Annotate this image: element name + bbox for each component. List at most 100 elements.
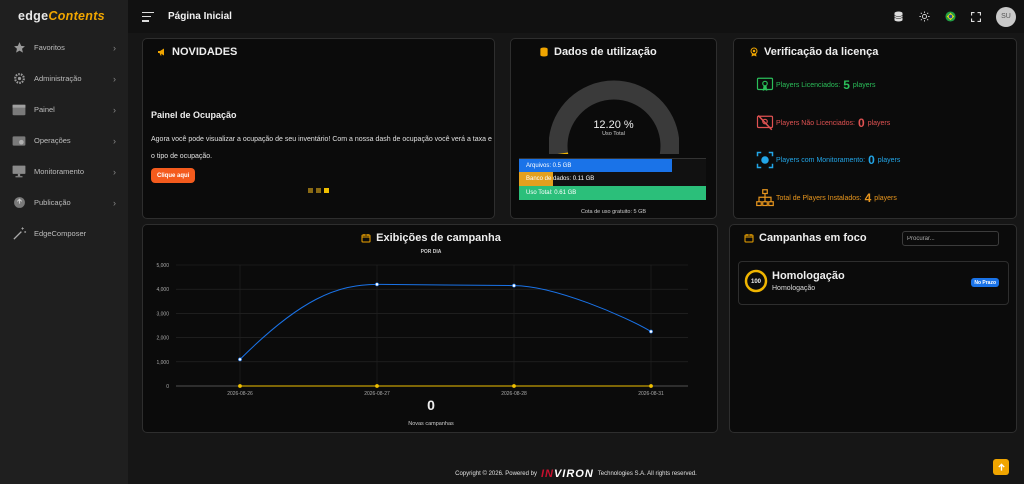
usage-bar-fill [519, 186, 706, 200]
database-icon [540, 47, 548, 57]
network-sitemap-icon [756, 189, 774, 207]
novidades-text: Agora você pode visualizar a ocupação de… [151, 136, 492, 160]
chart-subtitle: POR DIA [420, 249, 442, 255]
hamburger-menu-icon[interactable] [142, 11, 154, 22]
inviron-logo: INVIRON [541, 468, 594, 480]
calendar-icon [361, 234, 371, 243]
sidebar-item-label: Publicação [34, 198, 71, 207]
exhibitions-title-text: Exibições de campanha [376, 232, 501, 244]
magic-wand-icon [11, 227, 27, 241]
data-point[interactable] [238, 357, 242, 362]
focus-title-text: Campanhas em foco [759, 232, 867, 244]
data-point[interactable] [238, 384, 242, 388]
chevron-right-icon: › [113, 104, 116, 115]
license-row-unit: players [877, 156, 901, 164]
novidades-card: NOVIDADES Painel de Ocupação Agora você … [142, 38, 495, 219]
new-campaigns-count: 0 [427, 397, 435, 413]
app-logo[interactable]: edge Contents [0, 0, 128, 32]
y-tick-label: 0 [166, 384, 169, 390]
brazil-flag-icon[interactable] [944, 11, 956, 23]
certificate-icon [750, 47, 758, 57]
license-row-count: 0 [858, 116, 865, 130]
carousel-dot[interactable] [324, 188, 329, 193]
sidebar-item-label: EdgeComposer [34, 229, 87, 238]
y-tick-label: 2,000 [156, 336, 169, 342]
fullscreen-icon[interactable] [970, 11, 982, 23]
license-row-unit: players [874, 194, 897, 202]
campaign-exhibitions-card: Exibições de campanha POR DIA 0 1,000 2,00… [142, 224, 718, 433]
sidebar-item-edgecomposer[interactable]: EdgeComposer [0, 218, 128, 249]
novidades-title: NOVIDADES [157, 46, 237, 58]
sidebar-item-favoritos[interactable]: Favoritos › [0, 32, 128, 63]
monitor-icon [11, 165, 27, 179]
usage-quota: Cota de uso gratuito: 5 GB [580, 209, 647, 215]
inviron-logo-part-a: IN [540, 468, 554, 480]
carousel-dot[interactable] [308, 188, 313, 193]
sidebar-item-administracao[interactable]: Administração › [0, 63, 128, 94]
sidebar-item-publicacao[interactable]: Publicação › [0, 187, 128, 218]
license-row-count: 4 [864, 191, 872, 205]
license-title: Verificação da licença [749, 46, 878, 58]
data-point[interactable] [649, 384, 653, 388]
license-row-monitoring[interactable]: Players com Monitoramento: 0 players [756, 151, 900, 169]
user-avatar[interactable]: SU [996, 6, 1016, 27]
usage-bar-fill [519, 172, 553, 186]
sidebar: edge Contents Favoritos › Administração ›… [0, 0, 128, 484]
x-tick-label: 2026-08-26 [227, 391, 253, 397]
clique-aqui-button[interactable]: Clique aqui [151, 168, 196, 183]
inviron-logo-part-b: VIRON [553, 468, 594, 480]
license-row-licensed[interactable]: Players Licenciados: 5 players [756, 76, 875, 94]
window-icon [11, 103, 27, 117]
license-row-count: 0 [868, 153, 875, 167]
footer: Copyright © 2026. Powered by INVIRON Tec… [128, 468, 1024, 480]
logo-text-edge: edge [18, 9, 49, 23]
license-certificate-icon [756, 77, 774, 91]
carousel-dot[interactable] [316, 188, 321, 193]
data-point[interactable] [375, 384, 379, 388]
status-badge: No Prazo [971, 278, 999, 287]
data-point[interactable] [649, 329, 653, 334]
usage-bar-fill [519, 159, 673, 172]
scroll-to-top-button[interactable] [993, 459, 1009, 475]
usage-bar-label: Uso Total: 0.61 GB [526, 190, 577, 196]
series-line [239, 283, 652, 360]
new-campaigns-label: Novas campanhas [408, 421, 454, 427]
data-point[interactable] [512, 384, 516, 388]
sidebar-item-operacoes[interactable]: Operações › [0, 125, 128, 156]
license-row-label: Players Não Licenciados: [776, 119, 855, 127]
carousel-dots [308, 188, 329, 193]
chevron-right-icon: › [113, 135, 116, 146]
campaign-search-input[interactable] [902, 231, 999, 246]
usage-percent: 12.20 % [593, 119, 634, 131]
chevron-right-icon: › [113, 166, 116, 177]
page-title: Página Inicial [168, 11, 232, 22]
operations-icon [11, 134, 27, 148]
sidebar-item-label: Monitoramento [34, 167, 85, 176]
license-row-count: 5 [843, 78, 850, 92]
campaign-subtitle: Homologação [772, 285, 816, 292]
campaign-item[interactable]: 100 Homologação Homologação No Prazo [738, 261, 1009, 305]
theme-sun-icon[interactable] [918, 11, 930, 23]
usage-bar-label: Banco de dados: 0.11 GB [526, 176, 595, 182]
license-row-label: Total de Players Instalados: [776, 194, 862, 202]
usage-percent-label: Uso Total [602, 131, 625, 137]
sidebar-item-monitoramento[interactable]: Monitoramento › [0, 156, 128, 187]
sidebar-item-painel[interactable]: Painel › [0, 94, 128, 125]
novidades-subtitle: Painel de Ocupação [151, 110, 237, 120]
data-point[interactable] [512, 283, 516, 288]
y-tick-label: 4,000 [156, 287, 169, 293]
data-point[interactable] [375, 282, 379, 287]
campaign-progress-ring: 100 [744, 269, 768, 293]
license-row-installed[interactable]: Total de Players Instalados: 4 players [756, 189, 897, 207]
sidebar-item-label: Favoritos [34, 43, 65, 52]
megaphone-icon [158, 48, 164, 56]
license-row-unlicensed[interactable]: Players Não Licenciados: 0 players [756, 114, 890, 132]
usage-bar-label: Arquivos: 0.5 GB [526, 162, 572, 169]
publish-icon [11, 196, 27, 210]
usage-title-text: Dados de utilização [554, 46, 657, 58]
database-icon[interactable] [892, 11, 904, 23]
focus-title: Campanhas em foco [744, 232, 867, 244]
arrow-up-icon [997, 462, 1005, 471]
x-tick-label: 2026-08-28 [501, 391, 527, 397]
top-header: Página Inicial SU [128, 0, 1024, 33]
